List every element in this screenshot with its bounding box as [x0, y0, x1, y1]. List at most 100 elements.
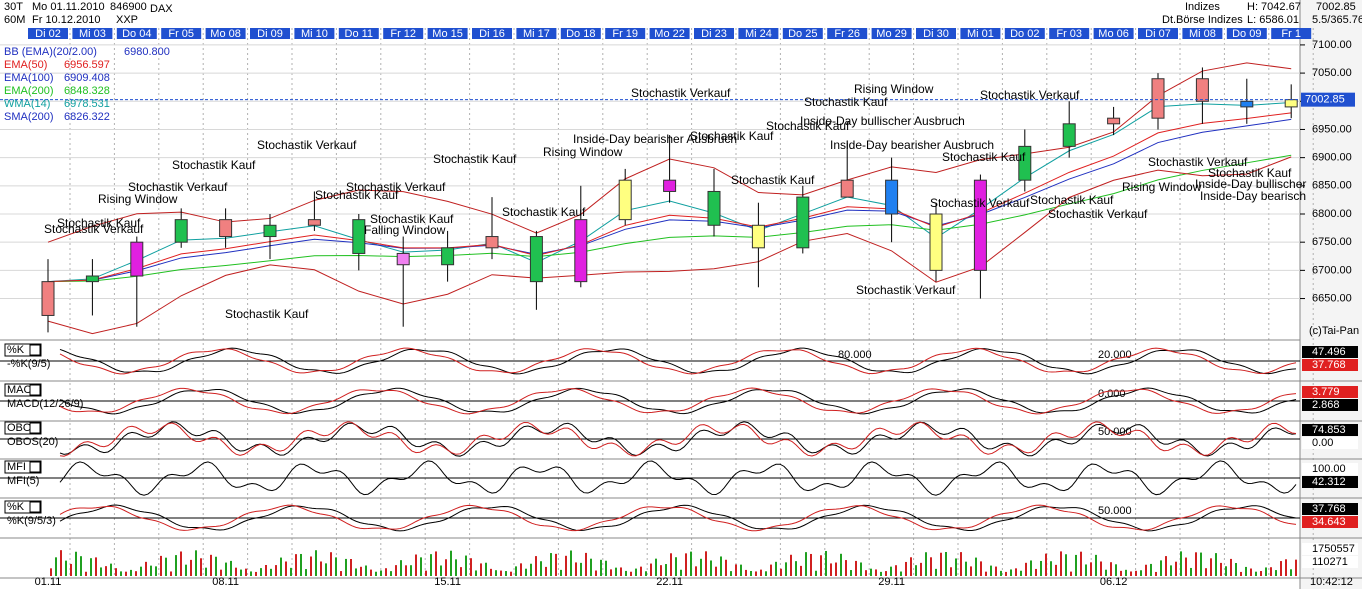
annotation: Stochastik Kauf: [57, 216, 141, 230]
y-tick-label: 6750.00: [1312, 236, 1352, 248]
readout: 37.768: [1312, 359, 1346, 371]
time-label: 01.11: [35, 576, 62, 588]
volume-bar: [1240, 571, 1242, 576]
readout-box: [1302, 386, 1358, 398]
header-text: Indizes: [1185, 1, 1220, 13]
panel-button[interactable]: [29, 384, 41, 396]
volume-bar: [300, 553, 302, 576]
readout: 2.868: [1312, 399, 1340, 411]
annotation: Inside-Day bullischer Ausbruch: [800, 114, 965, 128]
header-text: Fr 10.12.2010: [32, 14, 101, 26]
volume-bar: [1050, 561, 1052, 576]
volume-bar: [240, 569, 242, 576]
volume-bar: [560, 569, 562, 576]
volume-bar: [340, 571, 342, 576]
volume-bar: [60, 550, 62, 576]
annotation: Stochastik Kauf: [731, 173, 815, 187]
volume-bar: [840, 553, 842, 576]
volume-bar: [895, 565, 897, 576]
volume-bar: [365, 565, 367, 576]
level-label: 50.000: [1098, 505, 1132, 517]
day-label: Mi 01: [967, 28, 994, 40]
volume-bar: [65, 560, 67, 576]
volume-bar: [995, 566, 997, 576]
indicator-line: [47, 154, 1292, 283]
volume-bar: [505, 571, 507, 576]
candle-body: [174, 219, 188, 243]
volume-bar: [600, 559, 602, 576]
volume-bar: [455, 559, 457, 576]
panel-button[interactable]: [29, 344, 41, 356]
day-label: Mi 03: [79, 28, 106, 40]
day-tab: [694, 28, 734, 39]
volume-bar: [330, 552, 332, 576]
indicator-line: [59, 347, 1297, 375]
panel-button[interactable]: [29, 461, 41, 473]
day-tab: [205, 28, 246, 39]
day-label: Fr 1: [1281, 28, 1301, 40]
panel-button[interactable]: [29, 422, 41, 434]
volume-bar: [1135, 570, 1137, 576]
volume-bar: [570, 550, 572, 576]
volume-bar: [730, 571, 732, 576]
volume-bar: [845, 560, 847, 576]
annotation: Stochastik Kauf: [804, 95, 888, 109]
legend-name: EMA(200): [4, 85, 54, 97]
readout: 100.00: [1312, 463, 1346, 475]
volume-bar: [350, 559, 352, 576]
volume-bar: [935, 568, 937, 576]
volume-bar: [1110, 562, 1112, 576]
volume-bar: [140, 566, 142, 576]
volume-bar: [690, 551, 692, 576]
annotation: Stochastik Kauf: [433, 152, 517, 166]
readout-box: [1302, 543, 1358, 555]
volume-bar: [1275, 570, 1277, 576]
readout: 47.496: [1312, 346, 1346, 358]
day-tab: [605, 28, 646, 39]
candle-body: [396, 252, 410, 266]
day-label: Mo 15: [432, 28, 463, 40]
volume-bar: [280, 557, 282, 576]
readout-box: [1302, 476, 1358, 488]
header-text: 30T: [4, 1, 23, 13]
y-tick-label: 6800.00: [1312, 208, 1352, 220]
annotation: Stochastik Kauf: [172, 158, 256, 172]
day-tab: [250, 28, 290, 39]
candle-body: [485, 236, 499, 249]
readout-box: [1302, 516, 1358, 528]
volume-bar: [1180, 551, 1182, 576]
annotation: Stochastik Kauf: [225, 307, 309, 321]
annotation: Stochastik Verkauf: [257, 138, 357, 152]
volume-bar: [740, 564, 742, 576]
volume-bar: [290, 567, 292, 576]
candle-body: [840, 179, 854, 198]
day-tab: [338, 28, 379, 39]
legend-name: BB (EMA)(20/2.00): [4, 46, 97, 58]
panel-button[interactable]: [29, 501, 41, 513]
candle-body: [751, 224, 765, 249]
volume-bar: [75, 551, 77, 576]
panel-label: MACD(12/26/9): [7, 398, 83, 410]
volume-bar: [1205, 568, 1207, 576]
volume-bar: [115, 568, 117, 576]
volume-bar: [395, 565, 397, 576]
volume-bar: [965, 561, 967, 576]
volume-bar: [870, 568, 872, 576]
header-text: 60M: [4, 14, 25, 26]
volume-bar: [475, 570, 477, 576]
candle-body: [41, 281, 55, 316]
readout: 110271: [1312, 556, 1348, 568]
volume-bar: [435, 551, 437, 576]
annotation: Stochastik Kauf: [1208, 166, 1292, 180]
volume-bar: [520, 563, 522, 576]
volume-bar: [485, 562, 487, 576]
readout: 0.00: [1312, 437, 1333, 449]
volume-bar: [1190, 567, 1192, 576]
panel-label: -%K(9/5): [7, 358, 50, 370]
volume-bar: [635, 568, 637, 576]
candle-body: [1195, 78, 1209, 102]
day-label: Do 04: [122, 28, 151, 40]
annotation: Stochastik Kauf: [502, 205, 586, 219]
day-tab: [916, 28, 956, 39]
